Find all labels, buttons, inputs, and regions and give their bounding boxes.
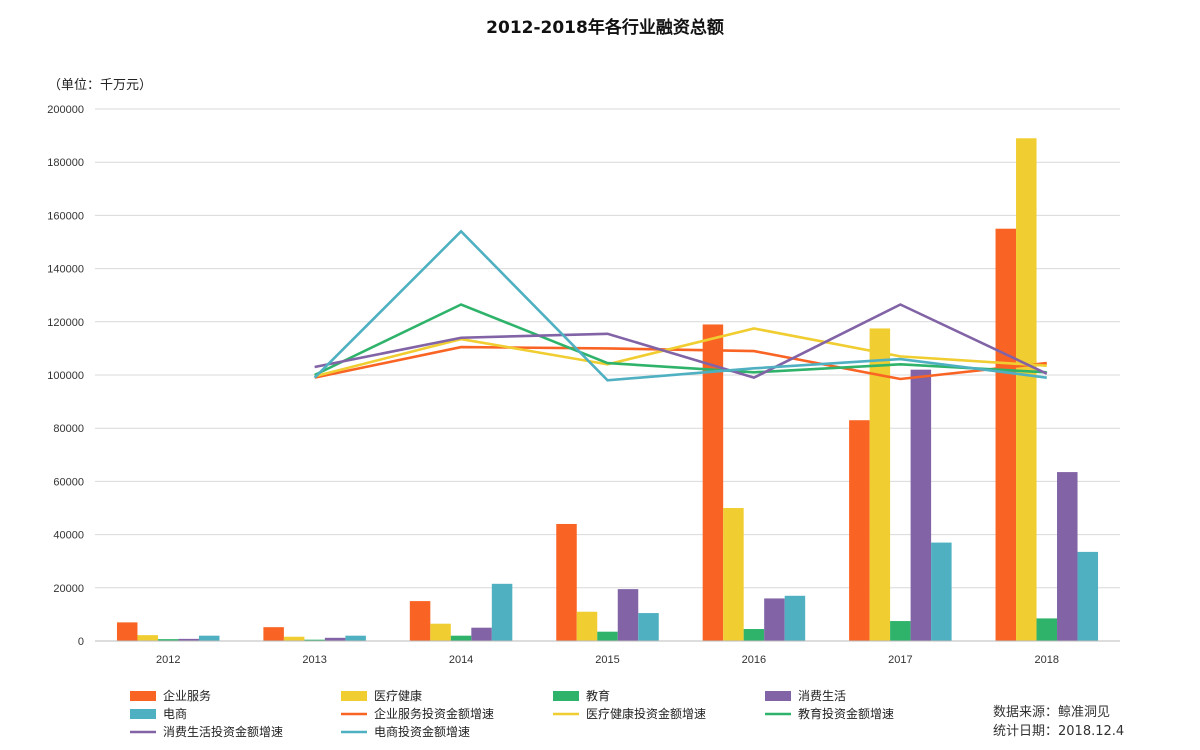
legend-label: 消费生活投资金额增速 [163, 724, 283, 739]
bar-企业服务-2013 [263, 627, 284, 641]
legend-label: 医疗健康投资金额增速 [586, 706, 706, 721]
legend-swatch [553, 691, 579, 701]
axis-layer: 0 20000 40000 60000 80000 100000 120000 140000 1… [47, 104, 1120, 666]
bar-教育-2012 [157, 639, 179, 641]
bar-企业服务-2014 [409, 601, 431, 641]
line-企业服务投资金额增速 [314, 345, 1047, 381]
bar-电商-2014 [491, 583, 513, 641]
bar-教育-2016 [743, 629, 765, 641]
grid-layer [95, 108, 1120, 642]
line-教育投资金额增速 [314, 303, 1047, 377]
y-tick-label: 200000 [47, 104, 84, 116]
y-tick-label: 140000 [47, 264, 84, 276]
line-layer [313, 229, 1048, 382]
x-tick-label: 2016 [742, 654, 766, 666]
bar-企业服务-2012 [116, 622, 138, 641]
bar-电商-2016 [784, 595, 806, 641]
bar-消费生活-2013 [324, 637, 346, 641]
y-tick-label: 20000 [53, 583, 84, 595]
y-tick-label: 160000 [47, 210, 84, 222]
line-电商投资金额增速 [313, 229, 1047, 382]
legend-label: 教育 [586, 688, 610, 703]
bar-教育-2018 [1036, 618, 1058, 641]
bar-企业服务-2015 [556, 523, 577, 641]
bar-消费生活-2014 [471, 627, 492, 641]
legend-label: 电商投资金额增速 [374, 724, 470, 739]
x-tick-label: 2018 [1035, 654, 1059, 666]
bar-电商-2012 [198, 635, 220, 641]
bar-电商-2015 [638, 613, 659, 641]
y-tick-label: 100000 [47, 370, 84, 382]
chart-title: 2012-2018年各行业融资总额 [486, 17, 724, 38]
bar-消费生活-2012 [178, 638, 199, 641]
bar-消费生活-2018 [1057, 472, 1078, 641]
bar-消费生活-2016 [764, 598, 785, 641]
y-tick-label: 80000 [53, 423, 84, 435]
y-tick-label: 0 [78, 636, 84, 648]
bar-教育-2015 [597, 631, 618, 641]
bar-医疗健康-2013 [283, 636, 305, 641]
line-消费生活投资金额增速 [314, 303, 1048, 380]
bar-医疗健康-2012 [137, 635, 158, 641]
y-tick-label: 120000 [47, 317, 84, 329]
bar-电商-2018 [1077, 551, 1099, 641]
x-tick-label: 2014 [449, 654, 473, 666]
y-tick-label: 60000 [53, 476, 84, 488]
legend-swatch [765, 691, 791, 701]
bar-企业服务-2018 [995, 228, 1017, 641]
y-tick-label: 40000 [53, 530, 84, 542]
line-医疗健康投资金额增速 [314, 327, 1047, 378]
bar-医疗健康-2016 [723, 508, 744, 641]
bar-电商-2013 [345, 635, 366, 641]
legend-swatch [130, 691, 156, 701]
legend-swatch [341, 691, 367, 701]
bar-医疗健康-2018 [1016, 138, 1037, 641]
x-tick-label: 2017 [888, 654, 912, 666]
legend-label: 企业服务投资金额增速 [374, 706, 494, 721]
bar-医疗健康-2014 [430, 623, 451, 641]
bar-教育-2013 [304, 639, 325, 641]
legend-label: 企业服务 [163, 688, 211, 703]
y-tick-label: 180000 [47, 157, 84, 169]
legend-label: 医疗健康 [374, 688, 422, 703]
bar-消费生活-2015 [617, 589, 639, 641]
unit-label: （单位：千万元） [48, 78, 152, 93]
bar-企业服务-2016 [702, 324, 724, 641]
bar-教育-2014 [450, 635, 472, 641]
date-text: 统计日期：2018.12.4 [993, 724, 1124, 739]
legend-label: 消费生活 [798, 689, 846, 703]
bar-医疗健康-2015 [576, 611, 598, 641]
bar-教育-2017 [890, 621, 911, 641]
x-tick-label: 2013 [302, 654, 326, 666]
bar-layer [116, 138, 1099, 641]
bar-企业服务-2017 [849, 420, 870, 641]
legend-label: 教育投资金额增速 [798, 706, 894, 721]
source-text: 数据来源：鲸准洞见 [993, 705, 1110, 720]
x-tick-label: 2015 [595, 654, 619, 666]
legend-label: 电商 [163, 706, 187, 721]
x-tick-label: 2012 [156, 654, 180, 666]
legend-swatch [130, 709, 156, 719]
bar-医疗健康-2017 [869, 328, 891, 641]
bar-电商-2017 [931, 542, 952, 641]
bar-消费生活-2017 [910, 369, 932, 641]
